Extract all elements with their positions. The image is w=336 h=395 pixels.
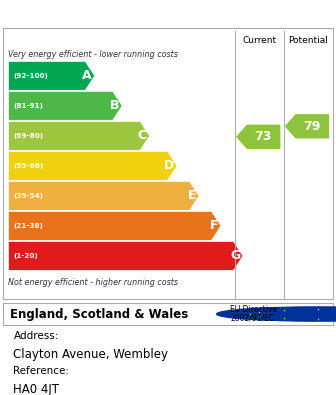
Text: E: E	[188, 189, 196, 202]
Polygon shape	[236, 124, 280, 149]
Text: Clayton Avenue, Wembley: Clayton Avenue, Wembley	[13, 348, 168, 361]
Polygon shape	[8, 151, 177, 180]
Text: (39-54): (39-54)	[13, 193, 43, 199]
Polygon shape	[8, 61, 95, 90]
Text: (69-80): (69-80)	[13, 133, 44, 139]
Text: A: A	[82, 69, 92, 82]
Text: (1-20): (1-20)	[13, 253, 38, 259]
Text: Current: Current	[243, 36, 277, 45]
Circle shape	[217, 307, 336, 321]
Text: 2002/91/EC: 2002/91/EC	[230, 314, 274, 323]
Text: (92-100): (92-100)	[13, 73, 48, 79]
Text: F: F	[210, 219, 218, 232]
Text: 79: 79	[303, 120, 320, 133]
Text: HA0 4JT: HA0 4JT	[13, 382, 59, 395]
Text: (21-38): (21-38)	[13, 223, 43, 229]
Text: 73: 73	[254, 130, 271, 143]
Text: Not energy efficient - higher running costs: Not energy efficient - higher running co…	[8, 278, 178, 287]
Polygon shape	[8, 121, 150, 150]
Text: Energy Efficiency Rating: Energy Efficiency Rating	[63, 6, 273, 20]
Polygon shape	[8, 241, 243, 270]
Text: England, Scotland & Wales: England, Scotland & Wales	[10, 308, 188, 320]
Text: C: C	[138, 129, 147, 142]
Text: (55-68): (55-68)	[13, 163, 44, 169]
Polygon shape	[285, 114, 329, 138]
Text: D: D	[164, 159, 174, 172]
Text: Very energy efficient - lower running costs: Very energy efficient - lower running co…	[8, 50, 178, 59]
Text: B: B	[110, 99, 119, 112]
Text: Address:: Address:	[13, 331, 59, 341]
Text: G: G	[230, 249, 240, 262]
Text: EU Directive: EU Directive	[230, 305, 277, 314]
Polygon shape	[8, 91, 122, 120]
Text: Reference:: Reference:	[13, 366, 70, 376]
Text: Potential: Potential	[288, 36, 328, 45]
Polygon shape	[8, 181, 199, 210]
Text: (81-91): (81-91)	[13, 103, 43, 109]
Polygon shape	[8, 211, 221, 240]
